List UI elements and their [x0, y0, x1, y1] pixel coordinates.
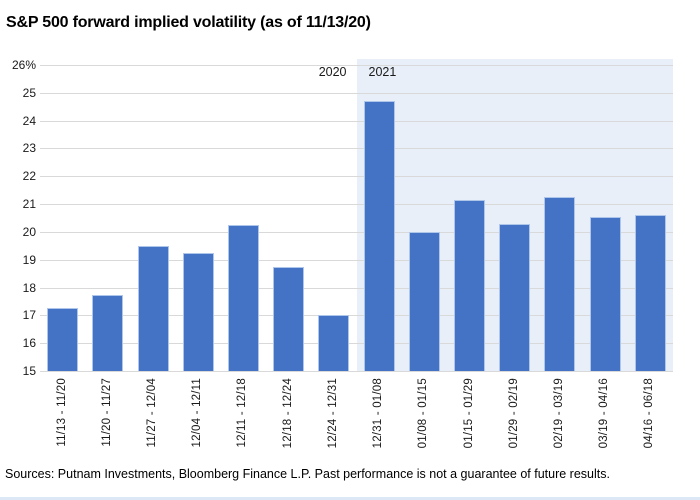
y-tick-label: 24 — [22, 113, 36, 128]
x-tick-label: 12/18 - 12/24 — [281, 378, 294, 449]
y-tick-label: 17 — [22, 308, 36, 323]
gridline — [40, 259, 673, 261]
bar-12-24-12-31 — [318, 315, 350, 371]
year-label-2021: 2021 — [368, 65, 397, 79]
bar-12-31-01-08 — [363, 101, 395, 371]
bar-01-15-01-29 — [454, 199, 486, 371]
x-tick-label: 11/20 - 11/27 — [100, 378, 113, 447]
source-note: Sources: Putnam Investments, Bloomberg F… — [5, 467, 610, 481]
y-tick-label: 16 — [22, 336, 36, 351]
x-tick-label: 11/13 - 11/20 — [55, 378, 68, 447]
y-tick-label: 21 — [22, 197, 36, 212]
bar-11-20-11-27 — [92, 294, 124, 371]
gridline — [40, 371, 673, 372]
y-tick-label: 26% — [11, 58, 36, 72]
x-tick-label: 03/19 - 04/16 — [598, 378, 611, 449]
x-tick-label: 02/19 - 03/19 — [552, 378, 565, 449]
gridline — [40, 92, 673, 94]
x-tick-label: 11/27 - 12/04 — [146, 378, 159, 448]
y-tick-label: 19 — [22, 252, 36, 267]
x-tick-label: 12/24 - 12/31 — [326, 378, 339, 449]
gridline — [40, 204, 673, 206]
x-tick-label: 12/31 - 01/08 — [372, 378, 385, 449]
x-tick-label: 04/16 - 06/18 — [643, 378, 656, 449]
x-tick-label: 12/04 - 12/11 — [191, 378, 204, 448]
bar-01-29-02-19 — [499, 223, 531, 371]
chart-title: S&P 500 forward implied volatility (as o… — [6, 14, 371, 31]
year-label-2020: 2020 — [318, 65, 347, 79]
bar-12-04-12-11 — [182, 252, 214, 371]
gridline — [40, 148, 673, 150]
bar-11-27-12-04 — [137, 245, 169, 371]
y-tick-label: 20 — [22, 224, 36, 239]
gridline — [40, 231, 673, 233]
gridline — [40, 287, 673, 289]
gridline — [40, 176, 673, 178]
x-tick-label: 01/08 - 01/15 — [417, 378, 430, 449]
gridline — [40, 315, 673, 317]
gridline — [40, 65, 673, 66]
x-tick-label: 01/29 - 02/19 — [507, 378, 520, 449]
y-tick-label: 15 — [22, 364, 36, 378]
bar-01-08-01-15 — [408, 231, 440, 371]
bar-02-19-03-19 — [544, 197, 576, 371]
bar-04-16-06-18 — [634, 215, 666, 371]
bar-03-19-04-16 — [589, 216, 621, 371]
plot-area: 26% 25 24 23 22 21 20 19 18 17 16 15 2020 2021 11/1… — [12, 58, 673, 448]
x-tick-label: 01/15 - 01/29 — [462, 378, 475, 449]
bar-11-13-11-20 — [47, 308, 79, 371]
y-tick-label: 18 — [22, 280, 36, 295]
y-tick-label: 22 — [22, 169, 36, 184]
y-tick-label: 25 — [22, 85, 36, 100]
x-tick-label: 12/11 - 12/18 — [236, 378, 249, 448]
gridline — [40, 120, 673, 122]
bar-12-18-12-24 — [273, 266, 305, 371]
gridline — [40, 343, 673, 345]
y-tick-label: 23 — [22, 141, 36, 156]
bar-12-11-12-18 — [227, 224, 259, 371]
bottom-accent-strip — [0, 497, 700, 500]
